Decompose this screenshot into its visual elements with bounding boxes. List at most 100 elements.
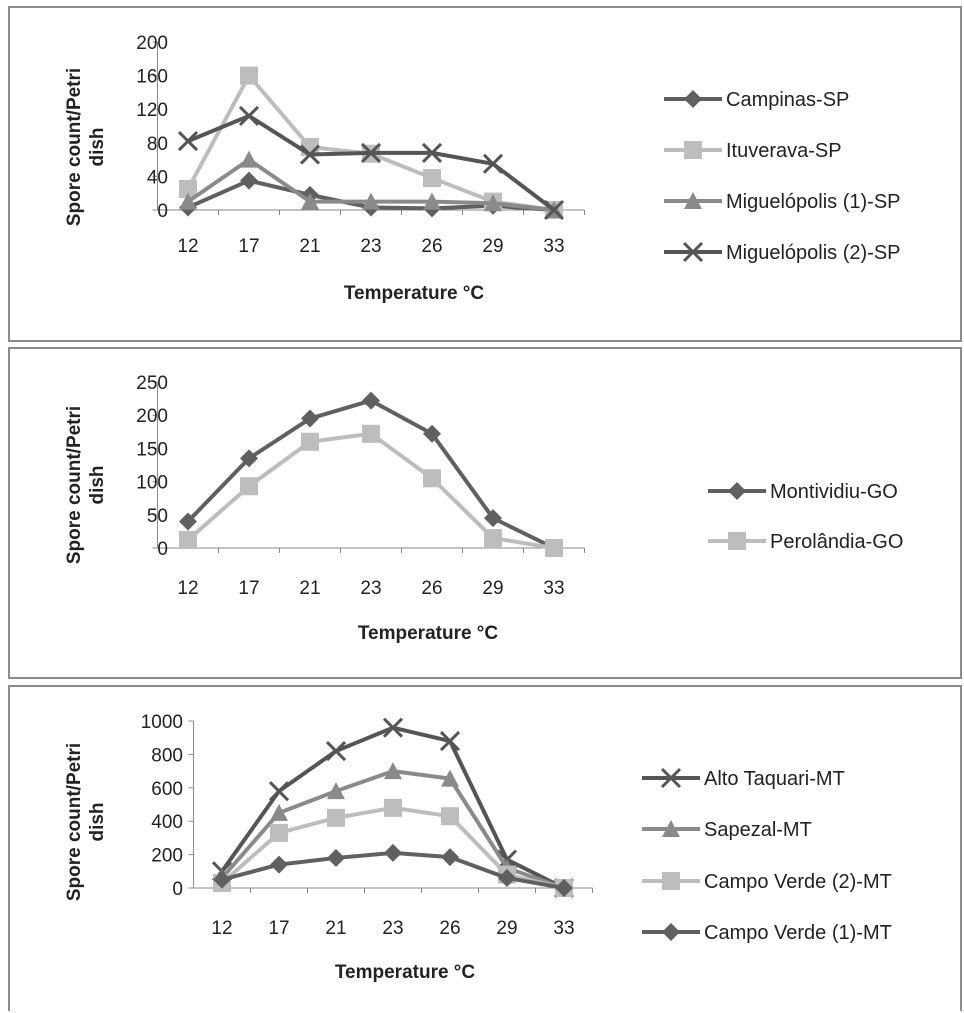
legend-entry: Miguelópolis (2)-SP	[664, 241, 901, 264]
legend-entry: Campinas-SP	[664, 89, 849, 111]
data-point	[484, 509, 502, 528]
x-tick-label: 21	[299, 236, 320, 257]
data-point	[179, 180, 197, 198]
y-tick-label: 600	[151, 779, 183, 800]
legend-label: Campinas-SP	[726, 89, 849, 111]
data-point	[327, 782, 345, 800]
y-axis-title-line-1: Spore count/Petri	[64, 406, 85, 564]
data-point	[299, 144, 321, 165]
chart-panel-go	[8, 347, 962, 679]
y-tick-label: 0	[157, 201, 168, 222]
legend-marker	[662, 872, 680, 890]
data-point	[441, 807, 459, 826]
legend-marker	[684, 192, 702, 209]
data-point	[240, 449, 258, 468]
x-tick-label: 17	[238, 578, 259, 599]
data-point	[484, 194, 502, 212]
series-line	[186, 73, 555, 212]
y-tick-label: 200	[136, 33, 168, 54]
data-point	[179, 192, 197, 210]
data-point	[423, 469, 441, 488]
data-point	[421, 142, 443, 163]
x-tick-label: 17	[238, 236, 259, 257]
chart-sp: 200 160 120 80 40 0 12 17 21 23 26 29 33 Temperature …	[64, 33, 901, 304]
series-campo-verde-1-mt	[213, 843, 573, 897]
series-montividiu-go	[179, 391, 563, 557]
data-point	[238, 105, 260, 126]
data-point	[213, 870, 231, 889]
data-point	[545, 539, 563, 557]
data-point	[360, 142, 382, 163]
data-point	[423, 192, 441, 210]
y-tick-label: 150	[136, 439, 168, 460]
data-point	[384, 762, 402, 780]
y-tick-label: 120	[136, 100, 168, 121]
data-point	[441, 769, 459, 787]
y-axis-title-line-2: dish	[87, 127, 108, 166]
x-tick-label: 21	[299, 578, 320, 599]
legend-marker	[684, 90, 702, 108]
data-point	[327, 848, 345, 867]
x-tick-label: 12	[177, 236, 198, 257]
legend-entry: Montividiu-GO	[708, 481, 898, 503]
legend-label: Miguelópolis (1)-SP	[726, 191, 901, 213]
data-point	[179, 512, 197, 531]
y-tick-label: 200	[136, 406, 168, 427]
data-point	[301, 409, 319, 428]
y-tick-label: 800	[151, 745, 183, 766]
data-point	[484, 529, 502, 548]
legend-label: Sapezal-MT	[704, 819, 812, 841]
chart-panel-mt	[8, 685, 962, 1011]
y-axis-title: Spore count/Petri dish	[64, 68, 108, 226]
y-tick-label: 0	[172, 879, 183, 900]
legend-entry: Campo Verde (2)-MT	[642, 871, 892, 893]
y-axis-title-line-1: Spore count/Petri	[64, 68, 85, 226]
legend-label: Campo Verde (1)-MT	[704, 922, 892, 944]
legend-label: Alto Taquari-MT	[704, 768, 845, 790]
x-tick-label: 29	[482, 236, 503, 257]
data-point	[362, 391, 380, 410]
y-tick-label: 40	[147, 167, 168, 188]
x-tick-label: 12	[211, 918, 232, 939]
x-tick-label: 26	[421, 236, 442, 257]
y-axis-title-line-1: Spore count/Petri	[64, 743, 85, 901]
x-tick-label: 23	[360, 236, 381, 257]
chart-mt: 1000 800 600 400 200 0 12 17 21 23 26 29 33 Temperatu…	[64, 712, 892, 983]
data-point	[179, 531, 197, 550]
data-point	[301, 192, 319, 210]
x-tick-label: 26	[439, 918, 460, 939]
legend-marker	[728, 482, 746, 500]
data-point	[555, 879, 573, 897]
x-axis-title: Temperature °C	[335, 962, 476, 983]
x-tick-label: 23	[382, 918, 403, 939]
legend-marker	[662, 923, 680, 941]
data-point	[240, 150, 258, 168]
x-axis-title: Temperature °C	[358, 623, 499, 644]
data-point	[382, 717, 404, 738]
series-line	[186, 398, 555, 550]
data-point	[543, 199, 565, 221]
x-axis-title: Temperature °C	[344, 283, 485, 304]
data-point	[270, 823, 288, 842]
legend-marker	[660, 767, 682, 789]
data-point	[268, 781, 290, 802]
series-perol-ndia-go	[179, 424, 563, 557]
legend-marker	[684, 141, 702, 159]
data-point	[423, 424, 441, 443]
y-tick-label: 100	[136, 473, 168, 494]
y-axis-title: Spore count/Petri dish	[64, 406, 108, 564]
legend-label: Ituverava-SP	[726, 140, 842, 162]
data-point	[362, 424, 380, 443]
y-tick-label: 250	[136, 373, 168, 394]
data-point	[270, 803, 288, 821]
legend-marker	[728, 532, 746, 550]
x-tick-label: 33	[543, 578, 564, 599]
data-point	[240, 66, 258, 85]
x-tick-label: 29	[482, 578, 503, 599]
y-axis-title-line-2: dish	[87, 465, 108, 504]
x-tick-label: 33	[553, 918, 574, 939]
chart-go: 250 200 150 100 50 0 12 17 21 23 26 29 33 Temperature…	[64, 373, 903, 644]
y-axis-title: Spore count/Petri dish	[64, 743, 108, 901]
data-point	[423, 169, 441, 188]
legend-entry: Perolândia-GO	[708, 531, 903, 553]
